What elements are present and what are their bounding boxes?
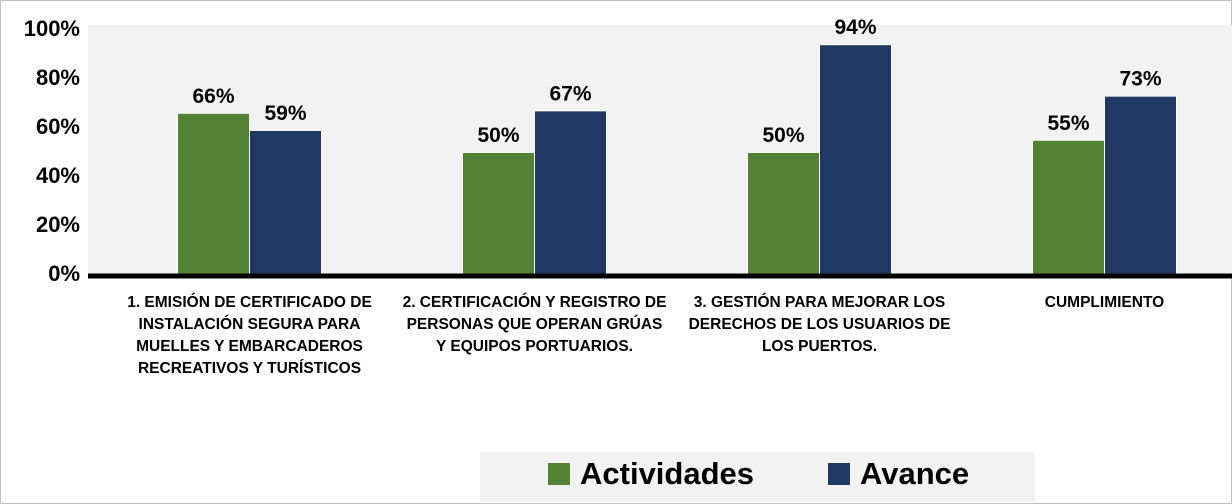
bar	[177, 112, 250, 276]
bar	[1104, 95, 1177, 276]
bar	[747, 152, 820, 276]
value-label: 67%	[549, 82, 591, 105]
value-label: 55%	[1047, 112, 1089, 135]
legend-box	[480, 452, 1035, 502]
bar	[249, 129, 322, 276]
y-tick-label: 60%	[36, 114, 80, 139]
y-tick-label: 80%	[36, 65, 80, 90]
x-tick-label: CUMPLIMIENTO	[1044, 294, 1165, 311]
value-label: 50%	[477, 124, 519, 147]
bar	[1032, 139, 1105, 276]
value-label: 94%	[834, 16, 876, 39]
y-tick-label: 100%	[24, 16, 80, 41]
legend-label: Avance	[860, 456, 969, 491]
bar	[462, 152, 535, 276]
value-label: 50%	[762, 124, 804, 147]
y-tick-label: 40%	[36, 163, 80, 188]
x-tick-label: 3. GESTIÓN PARA MEJORAR LOS DERECHOS DE …	[688, 294, 951, 355]
value-label: 59%	[264, 102, 306, 125]
value-label: 66%	[192, 85, 234, 108]
legend-swatch	[548, 463, 570, 485]
y-tick-label: 20%	[36, 212, 80, 237]
x-tick-label: 1. EMISIÓN DE CERTIFICADO DE INSTALACIÓN…	[127, 294, 372, 377]
legend-label: Actividades	[580, 456, 754, 491]
legend-swatch	[828, 463, 850, 485]
bar	[534, 110, 607, 276]
bar	[819, 44, 892, 276]
y-tick-label: 0%	[48, 261, 80, 286]
value-label: 73%	[1119, 68, 1161, 91]
x-tick-label: 2. CERTIFICACIÓN Y REGISTRO DE PERSONAS …	[402, 294, 667, 355]
